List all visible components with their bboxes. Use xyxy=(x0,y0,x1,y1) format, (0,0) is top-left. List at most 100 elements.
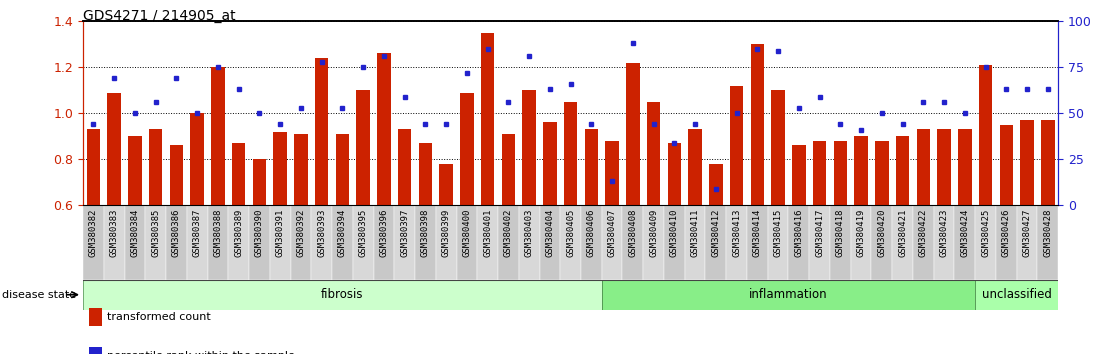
Bar xyxy=(336,134,349,205)
Bar xyxy=(833,141,847,205)
Bar xyxy=(726,205,747,280)
Bar xyxy=(519,205,540,280)
Text: GSM380391: GSM380391 xyxy=(276,209,285,257)
Text: GSM380423: GSM380423 xyxy=(940,209,948,257)
Text: GSM380408: GSM380408 xyxy=(628,209,637,257)
Bar xyxy=(668,143,681,205)
Text: GSM380389: GSM380389 xyxy=(234,209,243,257)
Bar xyxy=(871,205,892,280)
Bar xyxy=(771,90,784,205)
Bar xyxy=(166,205,187,280)
Bar xyxy=(104,205,124,280)
Text: GSM380385: GSM380385 xyxy=(151,209,161,257)
Bar xyxy=(605,141,619,205)
Bar xyxy=(191,113,204,205)
Bar xyxy=(232,143,246,205)
Bar xyxy=(129,136,142,205)
Bar xyxy=(456,205,478,280)
Text: GSM380383: GSM380383 xyxy=(110,209,119,257)
Text: GSM380395: GSM380395 xyxy=(359,209,368,257)
Text: GDS4271 / 214905_at: GDS4271 / 214905_at xyxy=(83,9,236,23)
Bar xyxy=(315,58,328,205)
Bar xyxy=(623,205,644,280)
Text: GSM380412: GSM380412 xyxy=(711,209,720,257)
Bar xyxy=(747,205,768,280)
Bar xyxy=(709,164,722,205)
Bar xyxy=(311,205,332,280)
Bar xyxy=(522,90,536,205)
Bar xyxy=(685,205,706,280)
Bar xyxy=(830,205,851,280)
Bar xyxy=(913,205,934,280)
Bar xyxy=(228,205,249,280)
Bar xyxy=(478,205,497,280)
Bar xyxy=(148,130,163,205)
Text: unclassified: unclassified xyxy=(982,288,1051,301)
Text: disease state: disease state xyxy=(2,290,76,300)
Text: GSM380420: GSM380420 xyxy=(878,209,886,257)
Bar xyxy=(1017,205,1037,280)
Text: GSM380384: GSM380384 xyxy=(131,209,140,257)
Bar xyxy=(212,67,225,205)
Bar xyxy=(377,53,391,205)
Bar xyxy=(124,205,145,280)
Bar xyxy=(975,205,996,280)
Text: GSM380417: GSM380417 xyxy=(815,209,824,257)
Bar xyxy=(540,205,561,280)
Bar xyxy=(958,130,972,205)
Bar xyxy=(332,205,352,280)
Bar xyxy=(626,63,639,205)
Text: GSM380396: GSM380396 xyxy=(379,209,389,257)
Text: inflammation: inflammation xyxy=(749,288,828,301)
Bar xyxy=(1042,120,1055,205)
Text: GSM380399: GSM380399 xyxy=(442,209,451,257)
Text: GSM380421: GSM380421 xyxy=(899,209,907,257)
Bar xyxy=(170,145,183,205)
Bar xyxy=(145,205,166,280)
Bar xyxy=(295,134,308,205)
Bar xyxy=(581,205,602,280)
Bar xyxy=(706,205,726,280)
Text: GSM380415: GSM380415 xyxy=(773,209,782,257)
Text: GSM380411: GSM380411 xyxy=(690,209,699,257)
Text: GSM380393: GSM380393 xyxy=(317,209,326,257)
Bar xyxy=(440,164,453,205)
Bar xyxy=(1020,120,1034,205)
Bar xyxy=(416,205,435,280)
Bar xyxy=(999,125,1013,205)
Bar xyxy=(270,205,290,280)
Bar xyxy=(644,205,664,280)
Bar xyxy=(730,86,743,205)
Bar xyxy=(809,205,830,280)
Bar xyxy=(435,205,456,280)
Text: GSM380405: GSM380405 xyxy=(566,209,575,257)
Bar xyxy=(497,205,519,280)
Bar xyxy=(460,93,473,205)
Text: GSM380398: GSM380398 xyxy=(421,209,430,257)
Bar xyxy=(937,130,951,205)
Bar xyxy=(813,141,827,205)
Text: GSM380424: GSM380424 xyxy=(961,209,970,257)
Text: GSM380413: GSM380413 xyxy=(732,209,741,257)
Text: GSM380390: GSM380390 xyxy=(255,209,264,257)
Text: GSM380406: GSM380406 xyxy=(587,209,596,257)
Bar xyxy=(792,145,806,205)
Bar xyxy=(187,205,207,280)
Text: GSM380426: GSM380426 xyxy=(1002,209,1010,257)
Text: GSM380425: GSM380425 xyxy=(981,209,991,257)
Bar xyxy=(854,136,868,205)
Text: GSM380402: GSM380402 xyxy=(504,209,513,257)
Bar xyxy=(373,205,394,280)
Bar xyxy=(83,205,104,280)
Text: GSM380404: GSM380404 xyxy=(545,209,554,257)
Text: GSM380386: GSM380386 xyxy=(172,209,181,257)
Text: GSM380397: GSM380397 xyxy=(400,209,409,257)
Bar xyxy=(978,65,993,205)
Bar xyxy=(561,205,581,280)
Bar xyxy=(502,134,515,205)
Text: GSM380403: GSM380403 xyxy=(524,209,534,257)
Text: GSM380410: GSM380410 xyxy=(670,209,679,257)
Bar xyxy=(107,93,121,205)
Text: GSM380401: GSM380401 xyxy=(483,209,492,257)
Text: GSM380382: GSM380382 xyxy=(89,209,98,257)
